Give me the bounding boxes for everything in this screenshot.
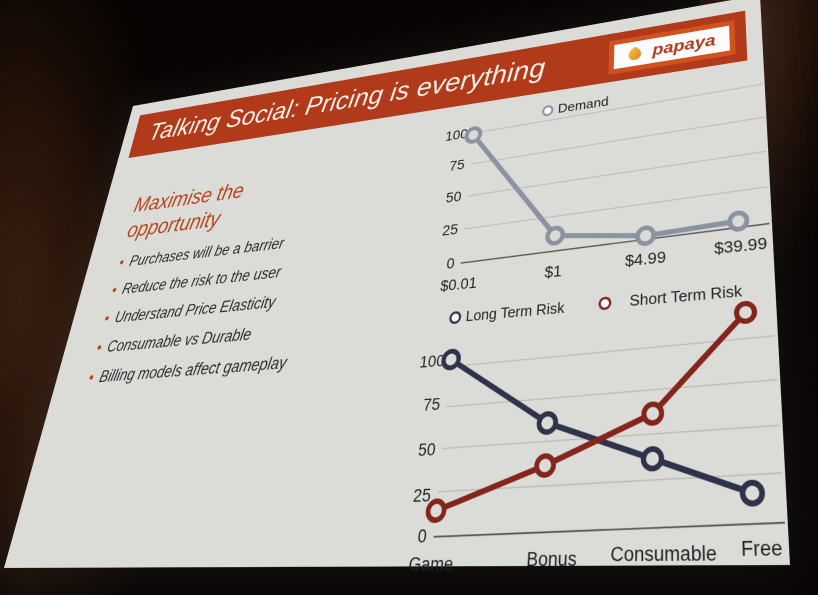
- svg-text:Demand: Demand: [557, 95, 608, 117]
- svg-text:$0.01: $0.01: [439, 274, 477, 295]
- svg-text:Free: Free: [741, 537, 784, 562]
- svg-text:25: 25: [441, 221, 459, 239]
- svg-text:50: 50: [445, 189, 462, 207]
- svg-text:$4.99: $4.99: [625, 248, 666, 271]
- svg-text:75: 75: [449, 157, 466, 175]
- svg-text:75: 75: [422, 395, 441, 416]
- svg-text:0: 0: [446, 255, 456, 273]
- svg-text:Game: Game: [407, 553, 454, 576]
- svg-text:50: 50: [417, 440, 437, 461]
- svg-text:Bonus: Bonus: [526, 548, 577, 572]
- svg-text:0: 0: [416, 526, 427, 548]
- svg-text:$39.99: $39.99: [714, 234, 768, 258]
- svg-text:$1: $1: [544, 262, 562, 282]
- svg-text:Consumable: Consumable: [610, 542, 717, 567]
